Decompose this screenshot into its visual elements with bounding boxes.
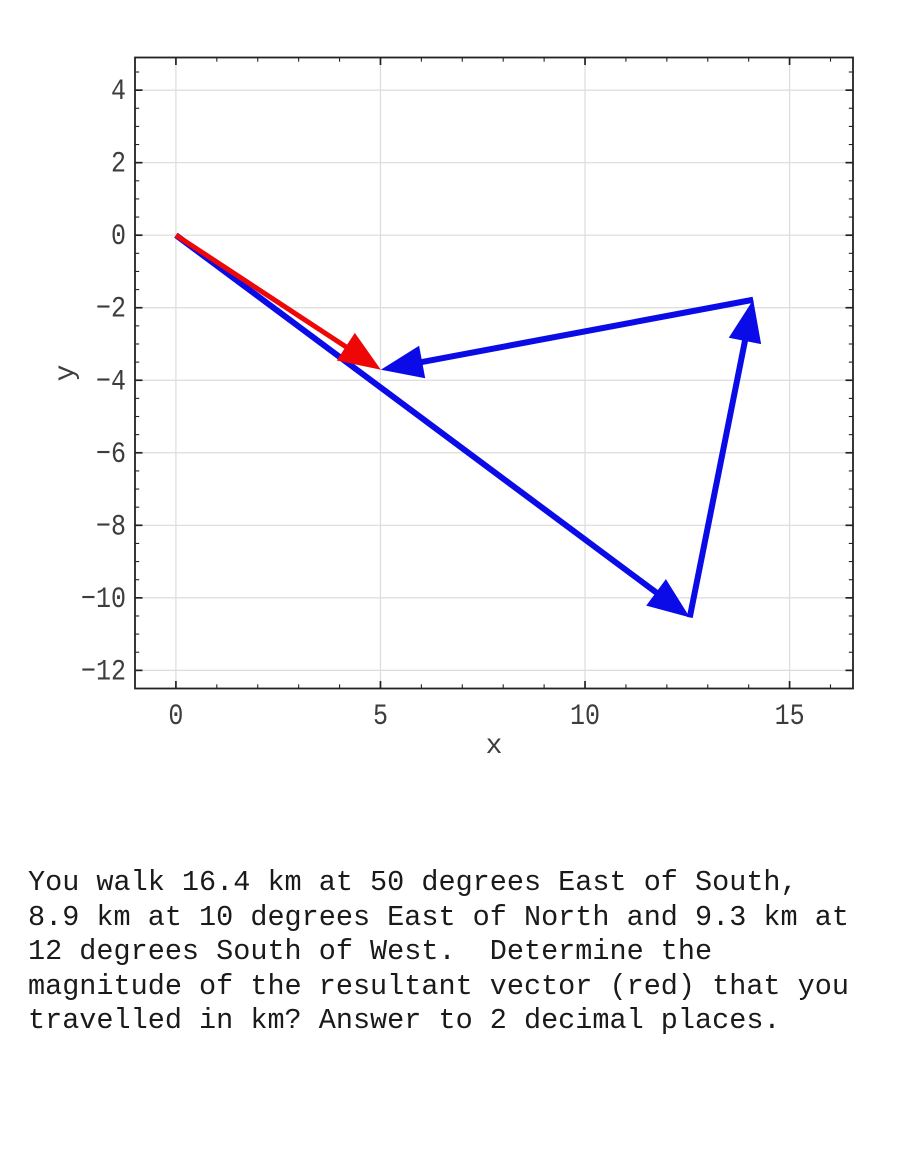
vector-shaft-resultant — [174, 233, 356, 355]
problem-line: 12 degrees South of West. Determine the — [28, 935, 713, 968]
y-tick-label: −6 — [96, 438, 126, 472]
vector-shaft-leg-1 — [174, 232, 666, 601]
y-tick-label: −2 — [96, 293, 126, 327]
problem-line: 8.9 km at 10 degrees East of North and 9… — [28, 900, 849, 934]
x-tick-label: 5 — [373, 700, 388, 734]
x-tick-label: 15 — [775, 700, 805, 734]
x-tick-label: 0 — [168, 700, 183, 734]
y-tick-label: 4 — [111, 75, 126, 109]
vector-head-leg-1 — [646, 579, 690, 618]
vector-head-resultant — [336, 332, 381, 370]
y-tick-label: −12 — [81, 655, 126, 689]
vector-head-leg-3 — [380, 345, 426, 379]
vector-head-leg-2 — [728, 299, 762, 345]
y-tick-label: 0 — [111, 220, 126, 254]
problem-text: You walk 16.4 km at 50 degrees East of S… — [28, 866, 888, 1039]
y-tick-label: 2 — [111, 148, 126, 182]
vector-plot: 0 5 10 15 4 2 0 −2 −4 −6 −8 −10 −12 x y — [0, 0, 900, 800]
x-axis-label: x — [486, 731, 503, 762]
x-tick-label: 10 — [570, 700, 600, 734]
y-axis-label: y — [51, 365, 82, 382]
problem-line: magnitude of the resultant vector (red) … — [28, 969, 849, 1003]
plot-background — [0, 0, 900, 800]
vector-shaft-leg-3 — [411, 296, 754, 367]
plot-frame — [134, 56, 854, 690]
y-tick-label: −10 — [81, 583, 126, 617]
problem-line: travelled in km? Answer to 2 decimal pla… — [28, 1004, 781, 1037]
vector-shaft-leg-2 — [686, 330, 750, 619]
y-tick-label: −4 — [96, 365, 126, 399]
problem-line: You walk 16.4 km at 50 degrees East of S… — [28, 866, 798, 899]
y-tick-label: −8 — [96, 510, 126, 544]
